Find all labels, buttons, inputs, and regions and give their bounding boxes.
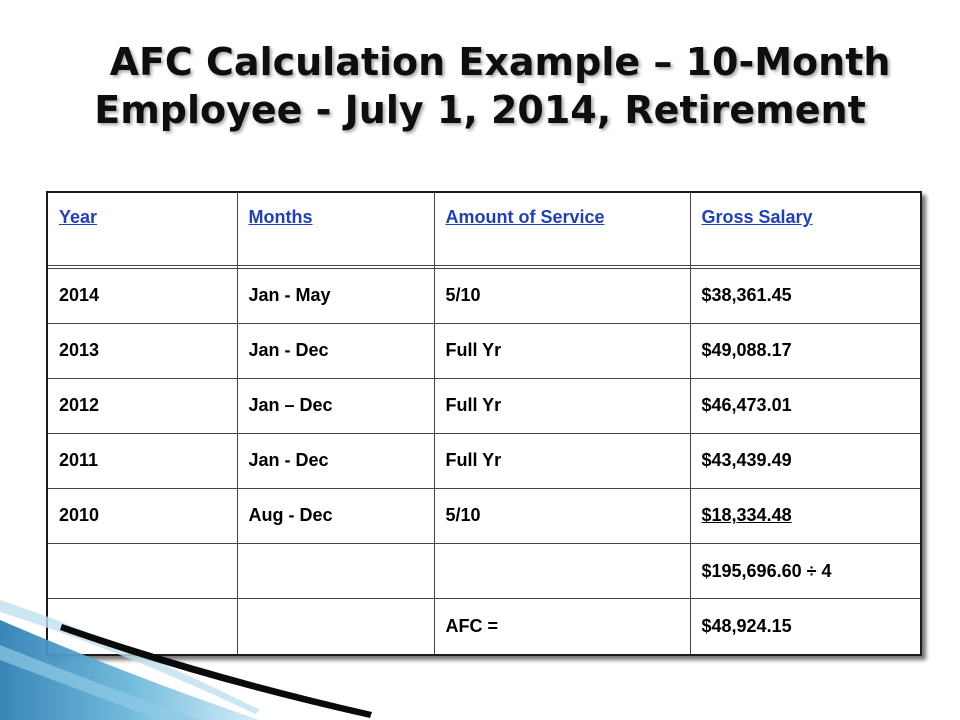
cell-year: 2010 [46,487,238,544]
cell-months: Jan – Dec [236,377,435,434]
cell-afc-value: $48,924.15 [689,598,922,656]
cell-salary: $38,361.45 [689,267,922,324]
cell-salary: $46,473.01 [689,377,922,434]
cell-salary: $18,334.48 [689,487,922,544]
cell-service: Full Yr [433,432,691,489]
cell-year [46,542,238,600]
cell-year: 2011 [46,432,238,489]
cell-service: Full Yr [433,377,691,434]
table-row-sum: $195,696.60 ÷ 4 [46,542,922,600]
header-year: Year [46,191,238,266]
table-header-row: Year Months Amount of Service Gross Sala… [46,191,922,266]
table-row: 2011 Jan - Dec Full Yr $43,439.49 [46,432,922,489]
cell-service [433,542,691,600]
corner-swoosh-decoration [0,600,372,720]
slide-title-line-2: Employee - July 1, 2014, Retirement [94,88,866,132]
cell-service: Full Yr [433,322,691,379]
cell-months: Jan - Dec [236,322,435,379]
cell-salary: $49,088.17 [689,322,922,379]
header-gross-salary: Gross Salary [689,191,922,266]
slide-title-line-1: AFC Calculation Example – 10-Month [109,40,891,84]
table-row: 2014 Jan - May 5/10 $38,361.45 [46,267,922,324]
cell-salary-sum: $195,696.60 ÷ 4 [689,542,922,600]
cell-afc-label: AFC = [433,598,691,656]
table-row-afc: AFC = $48,924.15 [46,598,922,656]
cell-months [236,542,435,600]
cell-months: Aug - Dec [236,487,435,544]
table-row: 2012 Jan – Dec Full Yr $46,473.01 [46,377,922,434]
cell-salary: $43,439.49 [689,432,922,489]
table-row: 2010 Aug - Dec 5/10 $18,334.48 [46,487,922,544]
cell-year: 2013 [46,322,238,379]
cell-year: 2014 [46,267,238,324]
header-months: Months [236,191,435,266]
cell-months: Jan - Dec [236,432,435,489]
slide-title: AFC Calculation Example – 10-Month Emplo… [60,38,940,134]
cell-service: 5/10 [433,267,691,324]
table-row: 2013 Jan - Dec Full Yr $49,088.17 [46,322,922,379]
cell-year: 2012 [46,377,238,434]
cell-months: Jan - May [236,267,435,324]
cell-service: 5/10 [433,487,691,544]
header-amount-of-service: Amount of Service [433,191,691,266]
afc-calculation-table: Year Months Amount of Service Gross Sala… [46,191,922,656]
